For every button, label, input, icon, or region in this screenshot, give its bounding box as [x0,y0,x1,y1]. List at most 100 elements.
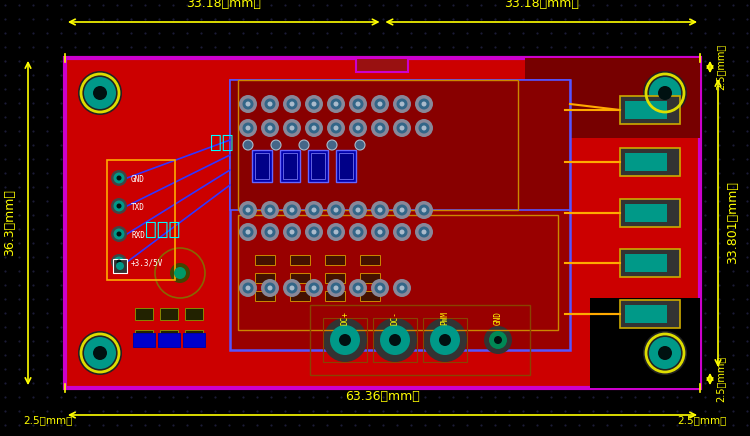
Bar [255,273,275,283]
Circle shape [116,262,124,270]
Circle shape [658,86,672,100]
Circle shape [283,119,301,137]
Circle shape [349,119,367,137]
Text: PWM: PWM [440,311,449,325]
Bar [230,80,570,350]
Bar [325,273,345,283]
Circle shape [419,226,430,238]
Circle shape [245,286,250,290]
Circle shape [305,223,323,241]
Circle shape [311,208,316,212]
Bar [308,150,328,182]
Bar [590,298,700,388]
Bar [625,254,667,272]
Circle shape [352,99,364,109]
Circle shape [393,119,411,137]
Circle shape [239,201,257,219]
Circle shape [268,126,272,130]
Circle shape [422,229,427,235]
Bar [311,153,325,179]
Circle shape [268,286,272,290]
Text: 2.5（mm）: 2.5（mm） [715,44,725,90]
Circle shape [349,279,367,297]
Bar [356,58,408,72]
Circle shape [305,201,323,219]
Circle shape [334,229,338,235]
Circle shape [397,226,407,238]
Circle shape [331,283,341,293]
Bar [183,333,205,347]
Circle shape [261,201,279,219]
Circle shape [374,99,386,109]
Circle shape [311,102,316,106]
Text: 2.5（mm）: 2.5（mm） [715,356,725,402]
Text: 63.36（mm）: 63.36（mm） [345,390,420,403]
Circle shape [331,204,341,215]
Circle shape [393,95,411,113]
Circle shape [400,102,404,106]
Circle shape [374,204,386,215]
Circle shape [111,226,127,242]
Circle shape [352,123,364,133]
Bar [135,330,153,342]
Circle shape [339,334,351,346]
Bar [625,305,667,323]
Circle shape [93,86,107,100]
Bar [160,330,178,342]
Circle shape [111,198,127,214]
Circle shape [349,223,367,241]
Bar [230,80,570,210]
Text: GND: GND [131,174,145,184]
Circle shape [397,204,407,215]
Circle shape [415,95,433,113]
Circle shape [305,119,323,137]
Circle shape [311,229,316,235]
Circle shape [290,229,295,235]
Circle shape [299,140,309,150]
Bar [255,291,275,301]
Circle shape [170,263,190,283]
Circle shape [271,140,281,150]
Circle shape [84,337,116,369]
Bar [135,308,153,320]
Circle shape [245,126,250,130]
Circle shape [261,223,279,241]
Bar [290,273,310,283]
Circle shape [419,204,430,215]
Circle shape [239,223,257,241]
Circle shape [658,346,672,360]
Bar [620,300,680,328]
Circle shape [305,279,323,297]
Text: 33.18（mm）: 33.18（mm） [504,0,579,10]
Circle shape [397,99,407,109]
Circle shape [397,283,407,293]
Circle shape [268,102,272,106]
Circle shape [489,331,507,349]
Circle shape [327,95,345,113]
Circle shape [286,123,298,133]
Circle shape [261,279,279,297]
Text: 占空比: 占空比 [145,220,180,239]
Circle shape [84,77,116,109]
Circle shape [331,99,341,109]
Circle shape [242,226,254,238]
Bar [423,318,467,362]
Circle shape [393,201,411,219]
Circle shape [494,336,502,344]
Circle shape [327,140,337,150]
Text: 2.5（mm）: 2.5（mm） [677,415,727,425]
Bar [336,150,356,182]
Bar [107,160,175,280]
Circle shape [371,223,389,241]
Circle shape [356,208,361,212]
Circle shape [78,71,122,115]
Circle shape [415,119,433,137]
Circle shape [352,204,364,215]
Circle shape [308,99,320,109]
Circle shape [308,123,320,133]
Bar [290,255,310,265]
Circle shape [286,226,298,238]
Circle shape [308,226,320,238]
Circle shape [377,286,382,290]
Bar [620,249,680,277]
